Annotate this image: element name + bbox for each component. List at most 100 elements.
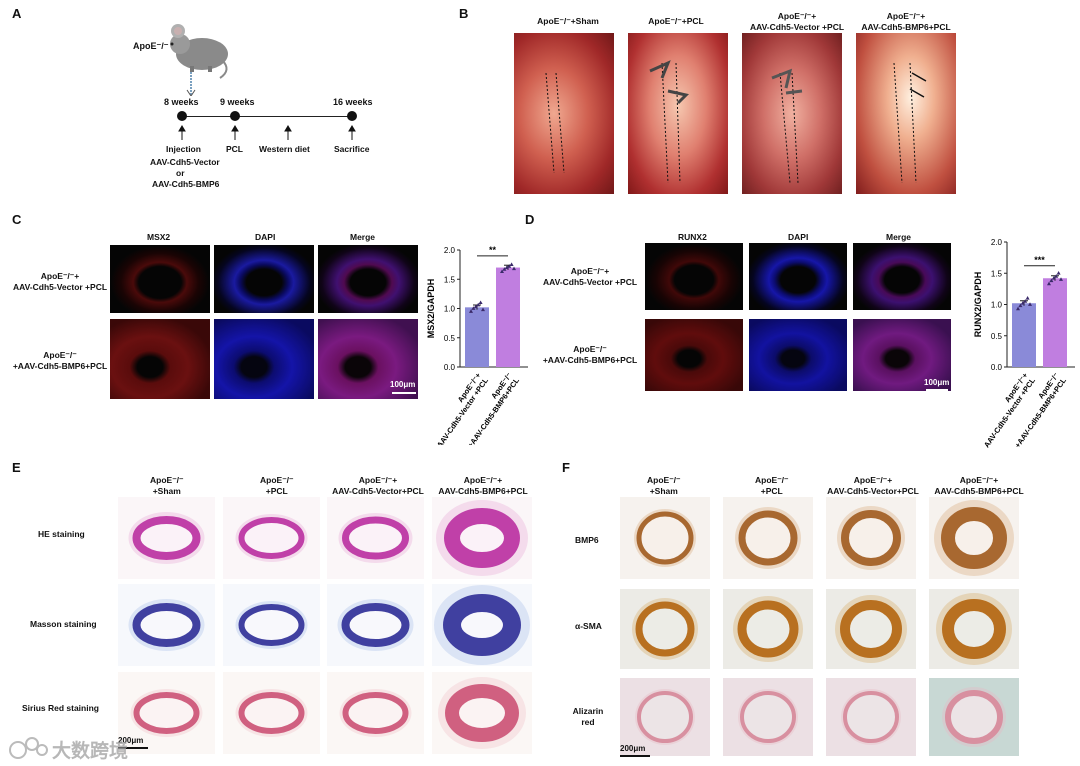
f-col-pcl: ApoE⁻/⁻ +PCL [755, 475, 789, 496]
y-tick-label: 1.0 [991, 301, 1003, 310]
e-img-masson-4 [432, 584, 532, 666]
data-point [1018, 303, 1023, 308]
e-img-sirius-1 [118, 672, 215, 754]
d-img-merge-bmp6 [853, 319, 951, 391]
e-img-sirius-3 [327, 672, 424, 754]
d-col-dapi: DAPI [788, 232, 809, 242]
data-point [1049, 278, 1054, 283]
b-title-sham: ApoE⁻/⁻+Sham [537, 16, 599, 26]
event-vector2: AAV-Cdh5-BMP6 [152, 179, 220, 189]
f-img-asma-3 [826, 589, 916, 669]
data-point [512, 266, 516, 271]
timeline-line [182, 116, 352, 117]
panel-label-c: C [12, 212, 22, 227]
chart-runx2-svg: 0.00.51.01.52.0RUNX2/GAPDHApoE⁻/⁻+AAV-Cd… [973, 238, 1075, 449]
e-row-sirius: Sirius Red staining [22, 703, 99, 713]
y-tick-label: 0.5 [991, 332, 1003, 341]
c-scale-label: 100μm [390, 380, 416, 389]
watermark: 大数跨境 [8, 734, 188, 762]
data-point [1059, 277, 1063, 281]
f-scale-label: 200μm [620, 744, 646, 753]
syringe-icon [186, 72, 196, 96]
c-img-msx2-bmp6 [110, 319, 210, 399]
f-col-vector: ApoE⁻/⁻+ AAV-Cdh5-Vector+PCL [827, 475, 919, 496]
data-point [504, 265, 509, 269]
data-point [478, 300, 483, 305]
y-tick-label: 1.5 [991, 269, 1003, 278]
event-diet: Western diet [259, 144, 310, 154]
c-col-merge: Merge [350, 232, 376, 242]
panel-label-b: B [459, 6, 469, 21]
y-tick-label: 0.0 [444, 363, 456, 372]
e-img-masson-2 [223, 584, 320, 666]
data-point [476, 302, 481, 307]
significance-marker: ** [489, 245, 497, 255]
data-point [469, 309, 473, 313]
y-tick-label: 0.5 [444, 334, 456, 343]
data-point [471, 306, 476, 310]
e-img-sirius-4 [432, 672, 532, 754]
d-row-bmp6: ApoE⁻/⁻ +AAV-Cdh5-BMP6+PCL [542, 344, 638, 366]
c-col-dapi: DAPI [255, 232, 276, 242]
f-img-alizarin-3 [826, 678, 916, 756]
watermark-logo-icon [9, 737, 48, 759]
mouse-label: ApoE⁻/⁻ [133, 41, 169, 51]
e-img-masson-1 [118, 584, 215, 666]
bar-1 [1012, 303, 1036, 367]
bar-2 [1043, 278, 1067, 367]
data-point [1051, 276, 1056, 280]
e-scale-bar [118, 747, 148, 749]
d-img-dapi-vector [749, 243, 847, 310]
b-title-pcl: ApoE⁻/⁻+PCL [648, 16, 704, 26]
e-col-vector: ApoE⁻/⁻+ AAV-Cdh5-Vector+PCL [332, 475, 424, 496]
b-photo-vector [742, 33, 842, 194]
b-photo-sham [514, 33, 614, 194]
chart-runx2: 0.0 0.5 1.0 1.5 2.0 RUNX2/GAPDH ApoE⁻/⁻+AAV-Cd… [955, 232, 1077, 454]
y-axis-label: RUNX2/GAPDH [973, 272, 983, 338]
data-point [502, 267, 507, 271]
e-img-masson-3 [327, 584, 424, 666]
c-img-merge-vector [318, 245, 418, 313]
d-img-merge-vector [853, 243, 951, 310]
c-row-vector: ApoE⁻/⁻+ AAV-Cdh5-Vector +PCL [12, 271, 108, 293]
data-point [509, 262, 514, 267]
mouse-icon [170, 24, 228, 79]
e-row-masson: Masson staining [30, 619, 97, 629]
b-title-vector: ApoE⁻/⁻+ AAV-Cdh5-Vector +PCL [749, 11, 845, 32]
timeline-arrows [178, 125, 356, 140]
data-point [1056, 271, 1061, 275]
data-point [1025, 296, 1030, 300]
d-col-runx2: RUNX2 [678, 232, 707, 242]
chart-msx2-svg: 0.00.51.01.52.0MSX2/GAPDHApoE⁻/⁻+AAV-Cdh… [426, 245, 528, 449]
event-or: or [176, 168, 185, 178]
c-img-merge-bmp6 [318, 319, 418, 399]
d-img-runx2-vector [645, 243, 743, 310]
d-img-runx2-bmp6 [645, 319, 743, 391]
data-point [473, 304, 478, 309]
b-photo-pcl [628, 33, 728, 194]
y-tick-label: 1.5 [444, 275, 456, 284]
y-tick-label: 2.0 [991, 238, 1003, 247]
panel-label-d: D [525, 212, 535, 227]
panel-label-f: F [562, 460, 570, 475]
f-img-bmp6-3 [826, 497, 916, 579]
e-img-sirius-2 [223, 672, 320, 754]
f-img-asma-2 [723, 589, 813, 669]
y-tick-label: 1.0 [444, 305, 456, 314]
bar-2 [496, 267, 520, 367]
e-scale-label: 200μm [118, 736, 144, 745]
event-vector1: AAV-Cdh5-Vector [150, 157, 220, 167]
f-img-alizarin-2 [723, 678, 813, 756]
d-scale-label: 100μm [924, 378, 950, 387]
d-row-vector: ApoE⁻/⁻+ AAV-Cdh5-Vector +PCL [542, 266, 638, 288]
y-tick-label: 2.0 [444, 246, 456, 255]
d-img-dapi-bmp6 [749, 319, 847, 391]
data-point [1054, 274, 1059, 278]
f-row-alizarin: Alizarin red [572, 706, 604, 728]
timepoint-dot-9 [230, 111, 240, 121]
e-img-he-3 [327, 497, 424, 579]
f-img-alizarin-4 [929, 678, 1019, 756]
f-img-asma-4 [929, 589, 1019, 669]
c-row-bmp6: ApoE⁻/⁻ +AAV-Cdh5-BMP6+PCL [12, 350, 108, 372]
event-injection: Injection [166, 144, 201, 154]
